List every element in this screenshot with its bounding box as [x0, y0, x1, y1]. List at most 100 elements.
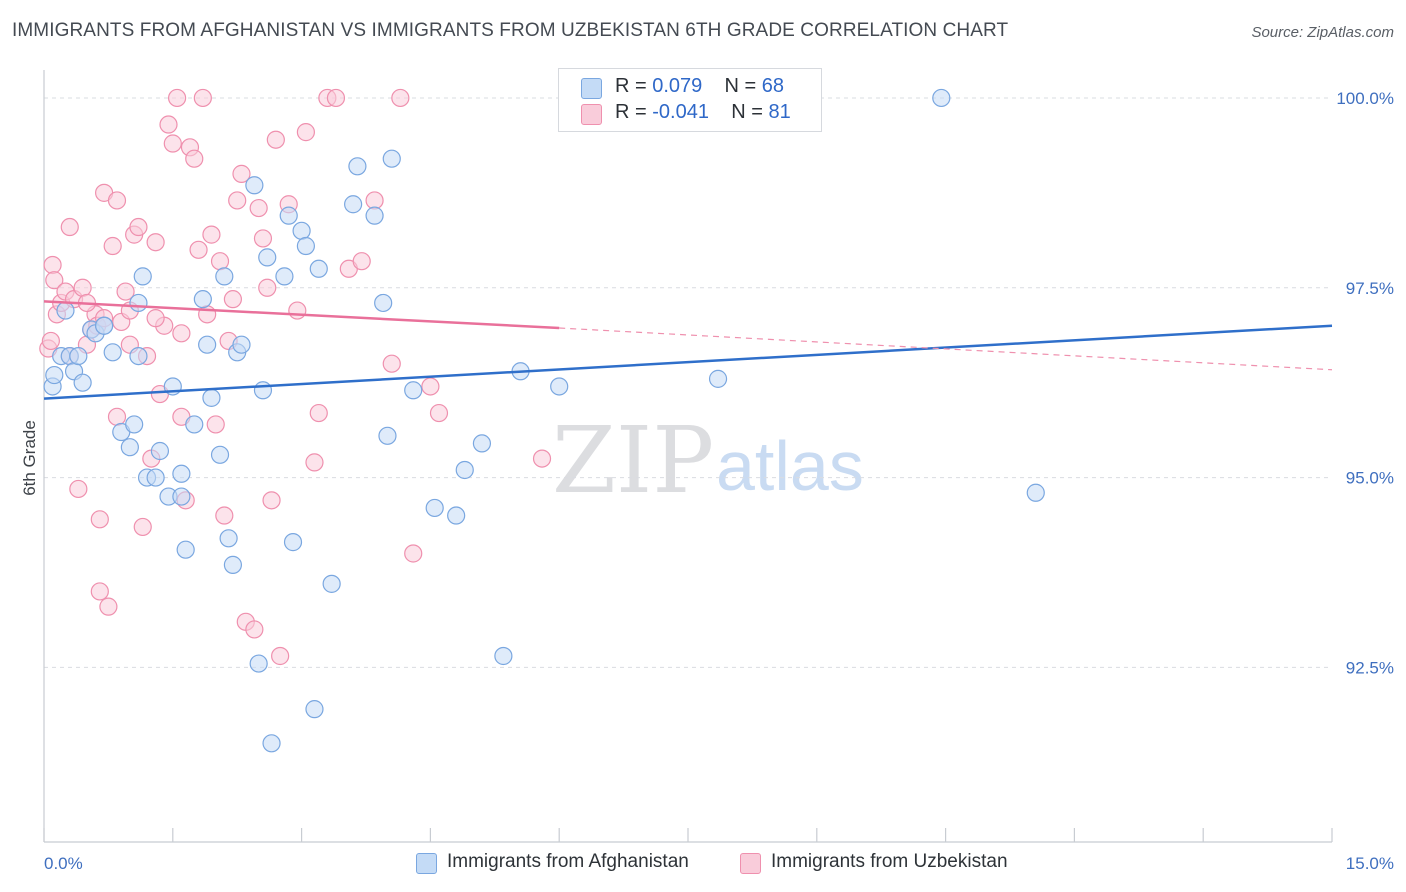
uzbekistan-point [90, 582, 109, 601]
uzbekistan-point [146, 233, 165, 252]
r-value-uzbekistan: -0.041 [652, 101, 709, 123]
r-label: R = [615, 101, 653, 123]
uzbekistan-point [253, 229, 273, 248]
legend-swatch-afghanistan [416, 853, 437, 874]
afghanistan-point [176, 540, 195, 559]
uzbekistan-point [288, 301, 307, 320]
afghanistan-point [296, 236, 315, 256]
afghanistan-point [73, 373, 92, 392]
legend-swatch-uzbekistan [581, 104, 602, 125]
gridlines [44, 97, 1332, 668]
n-value-afghanistan: 68 [761, 75, 785, 97]
afghanistan-point [404, 381, 423, 400]
y-axis-tick-labels: 92.5% 95.0% 97.5% 100.0% [1336, 89, 1394, 677]
afghanistan-point [447, 506, 466, 525]
uzbekistan-point [391, 88, 410, 108]
uzbekistan-point [107, 191, 127, 210]
uzbekistan-point [146, 309, 165, 328]
x-axis-ticks [43, 828, 1333, 842]
uzbekistan-point [258, 278, 277, 297]
afghanistan-point [69, 346, 88, 366]
uzbekistan-point [41, 331, 60, 351]
afghanistan-point [129, 293, 148, 313]
afghanistan-point [472, 434, 492, 453]
uzbekistan-point [305, 453, 324, 472]
uzbekistan-point [271, 646, 290, 666]
afghanistan-point [494, 646, 513, 666]
afghanistan-point [262, 734, 281, 753]
uzbekistan-point [116, 282, 135, 301]
uzbekistan-point [296, 123, 315, 142]
uzbekistan-point [352, 252, 371, 271]
afghanistan-point [258, 248, 277, 267]
y-tick-label: 92.5% [1346, 658, 1394, 677]
uzbekistan-point [189, 240, 208, 259]
uzbekistan-point [185, 149, 204, 168]
afghanistan-point [455, 460, 474, 480]
uzbekistan-point [202, 225, 221, 244]
uzbekistan-point [206, 415, 225, 434]
watermark-atlas: atlas [716, 427, 864, 505]
uzbekistan-point [421, 377, 440, 396]
afghanistan-point [133, 267, 152, 286]
afghanistan-point [129, 346, 148, 366]
afghanistan-point [215, 267, 234, 286]
source-credit: Source: ZipAtlas.com [1251, 24, 1394, 41]
y-tick-label: 100.0% [1336, 89, 1394, 108]
uzbekistan-point [223, 290, 243, 309]
afghanistan-point [275, 267, 294, 286]
uzbekistan-point [129, 217, 148, 237]
afghanistan-point [223, 555, 243, 574]
afghanistan-point [348, 157, 367, 176]
r-value-afghanistan: 0.079 [652, 75, 703, 97]
x-tick-label-max: 15.0% [1346, 854, 1394, 873]
y-tick-label: 95.0% [1346, 469, 1394, 488]
uzbekistan-point [60, 217, 79, 237]
n-label: N = [724, 75, 762, 97]
trend-line-uzbekistan [43, 300, 560, 330]
afghanistan-point [56, 301, 75, 320]
afghanistan-point [322, 574, 341, 593]
uzbekistan-point [107, 407, 127, 426]
afghanistan-point [95, 316, 114, 335]
uzbekistan-point [532, 449, 552, 468]
uzbekistan-point [262, 491, 281, 510]
r-label: R = [615, 75, 653, 97]
afghanistan-point [425, 498, 444, 518]
uzbekistan-point [99, 597, 118, 616]
series-afghanistan-points [43, 88, 1045, 753]
correlation-legend: R = 0.079 N = 68 R = -0.041 N = 81 [558, 68, 822, 132]
legend-swatch-uzbekistan [740, 853, 761, 874]
afghanistan-point [103, 343, 122, 362]
uzbekistan-point [232, 164, 251, 183]
uzbekistan-point [365, 191, 384, 210]
afghanistan-point [292, 221, 311, 240]
x-tick-label-min: 0.0% [44, 854, 83, 873]
y-axis-title: 6th Grade [20, 420, 39, 496]
uzbekistan-point [193, 88, 212, 108]
afghanistan-point [708, 369, 728, 388]
uzbekistan-point [249, 198, 268, 218]
afghanistan-point [305, 700, 324, 719]
afghanistan-point [249, 654, 268, 673]
legend-swatch-afghanistan [581, 78, 602, 99]
n-value-uzbekistan: 81 [768, 101, 791, 123]
uzbekistan-point [210, 252, 230, 271]
legend-label-uzbekistan: Immigrants from Uzbekistan [771, 851, 1008, 872]
uzbekistan-point [43, 255, 62, 275]
afghanistan-point [382, 149, 401, 168]
afghanistan-point [279, 206, 298, 225]
afghanistan-point [210, 445, 230, 464]
afghanistan-point [365, 206, 384, 225]
afghanistan-point [245, 176, 264, 195]
afghanistan-point [172, 464, 191, 483]
uzbekistan-point [404, 544, 423, 563]
afghanistan-point [193, 290, 212, 309]
uzbekistan-point [133, 517, 152, 537]
uzbekistan-point [172, 324, 191, 343]
uzbekistan-point [45, 271, 64, 290]
uzbekistan-point [382, 354, 401, 373]
watermark: ZIP atlas [552, 407, 864, 514]
uzbekistan-point [90, 510, 109, 529]
